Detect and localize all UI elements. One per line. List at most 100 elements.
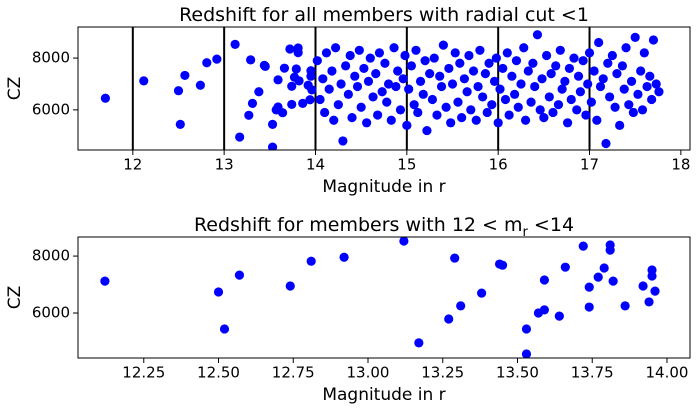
point — [436, 81, 447, 92]
point — [605, 92, 615, 102]
title-part: Redshift for all members with radial cut… — [179, 4, 589, 26]
point — [212, 54, 222, 64]
point — [294, 76, 304, 86]
point — [645, 71, 655, 81]
point — [420, 56, 430, 66]
point — [338, 136, 348, 146]
x-tick-label: 16 — [489, 156, 508, 174]
title-part: <14 — [528, 214, 574, 236]
point — [100, 276, 110, 286]
point — [621, 43, 631, 53]
y-tick-label: 8000 — [32, 49, 70, 67]
point — [595, 81, 606, 92]
point — [544, 92, 554, 102]
point — [219, 324, 230, 334]
point — [447, 79, 458, 89]
y-tick-label: 6000 — [32, 100, 70, 118]
point — [213, 287, 224, 297]
point — [285, 281, 295, 291]
point — [573, 71, 584, 81]
point — [466, 105, 476, 115]
point — [429, 53, 439, 63]
point — [354, 45, 364, 55]
point — [393, 66, 403, 76]
subplot: Redshift for all members with radial cut… — [5, 4, 691, 197]
point — [624, 100, 634, 110]
point — [444, 314, 454, 324]
point — [318, 74, 328, 84]
point — [306, 256, 316, 266]
point — [400, 50, 410, 61]
point — [287, 81, 297, 91]
point — [230, 39, 240, 49]
point — [555, 45, 565, 55]
point — [324, 84, 334, 94]
point — [637, 105, 648, 115]
point — [321, 48, 332, 58]
point — [603, 58, 613, 68]
point — [615, 120, 625, 130]
point — [480, 69, 490, 79]
point — [583, 79, 593, 89]
point — [563, 118, 573, 128]
y-axis-label: CZ — [5, 77, 25, 101]
point — [564, 63, 575, 74]
point — [377, 87, 387, 97]
point — [399, 237, 409, 246]
point — [267, 119, 278, 129]
point — [581, 110, 591, 120]
point — [504, 110, 514, 120]
point — [626, 76, 637, 86]
point — [566, 94, 576, 105]
point — [373, 110, 383, 120]
point — [315, 94, 325, 105]
point — [612, 69, 622, 79]
point — [343, 89, 353, 99]
point — [654, 87, 664, 97]
x-tick-label: 14 — [306, 156, 325, 174]
point — [630, 32, 640, 42]
title-part: Redshift for members with 12 < m — [194, 214, 523, 236]
point — [386, 115, 396, 125]
point — [638, 281, 648, 291]
x-tick-label: 14.00 — [646, 364, 689, 382]
point — [526, 97, 536, 107]
point — [339, 252, 349, 262]
x-tick-label: 15 — [397, 156, 416, 174]
point — [456, 301, 466, 311]
point — [528, 58, 538, 68]
point — [380, 58, 390, 68]
point — [589, 66, 599, 76]
point — [551, 61, 561, 71]
x-tick-label: 12.25 — [122, 364, 165, 382]
point — [572, 105, 582, 115]
title-part: r — [523, 225, 529, 240]
point — [180, 70, 190, 81]
point — [539, 275, 549, 285]
x-tick-label: 17 — [580, 156, 599, 174]
point — [498, 63, 508, 74]
point — [539, 113, 549, 123]
point — [329, 115, 339, 125]
point — [459, 74, 469, 84]
point — [575, 87, 585, 97]
point — [359, 63, 369, 74]
point — [593, 272, 603, 282]
chart-title: Redshift for all members with radial cut… — [179, 4, 589, 26]
point — [356, 102, 366, 112]
point — [347, 113, 357, 123]
point — [493, 118, 503, 128]
point — [471, 115, 481, 125]
point — [513, 102, 523, 112]
point — [175, 119, 185, 129]
point — [516, 79, 526, 89]
point — [395, 105, 406, 115]
point — [521, 349, 532, 358]
point — [546, 69, 556, 79]
point — [254, 87, 264, 97]
point — [530, 81, 540, 92]
point — [435, 71, 445, 81]
point — [413, 107, 423, 118]
point — [477, 288, 487, 298]
